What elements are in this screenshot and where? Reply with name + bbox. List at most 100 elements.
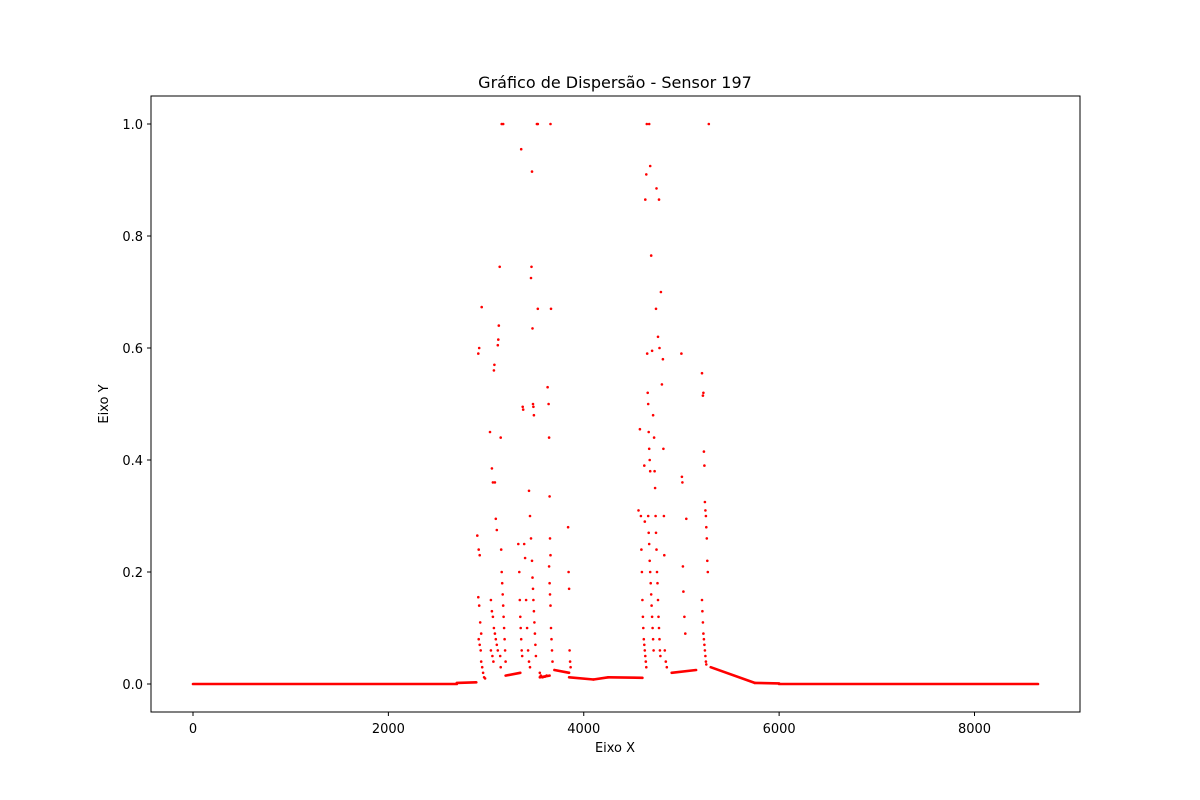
- data-point-87: [532, 598, 535, 602]
- plot-marks: [191, 122, 1040, 686]
- data-point-120: [568, 649, 571, 652]
- data-point-146: [647, 447, 651, 451]
- data-point-216: [701, 621, 705, 624]
- data-point-156: [650, 604, 653, 607]
- data-point-211: [705, 537, 709, 540]
- data-point-220: [703, 649, 707, 652]
- baseline-points-6: [592, 675, 610, 681]
- data-point-128: [641, 598, 644, 602]
- data-point-138: [643, 520, 647, 523]
- x-tick-label-1: 2000: [372, 722, 405, 737]
- data-point-35: [494, 517, 498, 521]
- data-point-196: [681, 481, 684, 484]
- data-point-49: [503, 637, 506, 641]
- data-point-141: [645, 122, 649, 126]
- data-point-137: [643, 464, 646, 467]
- data-point-83: [529, 537, 533, 540]
- data-point-168: [653, 486, 657, 490]
- data-point-129: [641, 615, 645, 619]
- data-point-107: [547, 565, 551, 568]
- data-point-67: [522, 542, 526, 546]
- data-point-45: [501, 593, 505, 596]
- data-point-197: [681, 565, 685, 568]
- data-point-76: [529, 276, 533, 280]
- data-point-63: [520, 654, 524, 658]
- data-point-193: [659, 290, 663, 294]
- data-point-58: [518, 598, 522, 602]
- data-point-51: [504, 660, 507, 663]
- data-point-177: [658, 637, 661, 641]
- data-point-183: [657, 198, 661, 201]
- data-point-223: [705, 663, 708, 666]
- data-point-134: [644, 654, 647, 658]
- y-tick-label-5: 1.0: [122, 118, 143, 133]
- data-point-66: [521, 408, 525, 411]
- data-point-186: [661, 357, 665, 361]
- data-point-130: [642, 626, 645, 630]
- data-point-79: [531, 327, 534, 330]
- data-point-22: [493, 363, 496, 367]
- data-point-30: [495, 643, 499, 647]
- data-point-20: [491, 481, 495, 484]
- data-point-133: [643, 649, 647, 652]
- data-point-96: [538, 671, 542, 675]
- x-axis: 0 2000 4000 6000 8000: [189, 712, 991, 737]
- data-point-154: [649, 581, 652, 585]
- baseline-points-8: [670, 668, 698, 675]
- data-point-125: [639, 514, 643, 518]
- data-point-174: [656, 598, 660, 602]
- data-point-84: [530, 559, 534, 563]
- data-point-106: [549, 553, 552, 557]
- baseline-points-7: [606, 675, 644, 680]
- data-point-37: [496, 343, 500, 347]
- data-point-190: [663, 649, 667, 652]
- data-point-215: [701, 609, 704, 613]
- data-point-40: [498, 265, 502, 269]
- data-point-149: [646, 514, 650, 518]
- data-point-50: [503, 649, 507, 652]
- data-point-178: [658, 649, 662, 652]
- data-point-213: [706, 570, 710, 574]
- baseline-points-5: [567, 675, 595, 681]
- data-point-2: [477, 346, 481, 350]
- data-point-136: [645, 665, 648, 669]
- data-point-74: [527, 489, 531, 493]
- data-point-204: [702, 391, 705, 395]
- data-point-105: [548, 537, 552, 540]
- data-point-187: [662, 447, 665, 451]
- data-point-12: [479, 660, 483, 663]
- data-point-202: [700, 371, 704, 375]
- data-point-64: [519, 147, 523, 151]
- baseline-points-4: [553, 668, 571, 675]
- data-point-219: [703, 643, 706, 647]
- data-point-207: [703, 500, 707, 504]
- data-point-140: [645, 173, 648, 176]
- data-point-189: [663, 553, 666, 557]
- data-point-165: [651, 413, 655, 417]
- data-point-69: [524, 598, 528, 602]
- data-point-118: [567, 570, 570, 574]
- data-point-110: [549, 604, 552, 607]
- data-point-62: [520, 649, 523, 652]
- data-point-18: [488, 430, 492, 434]
- data-point-135: [644, 660, 648, 663]
- baseline-points-10: [753, 681, 781, 685]
- data-point-48: [502, 626, 506, 630]
- data-point-23: [493, 481, 497, 484]
- x-tick-label-2: 4000: [567, 722, 600, 737]
- data-point-94: [536, 122, 540, 126]
- data-point-57: [518, 570, 521, 574]
- data-point-1: [477, 352, 480, 355]
- data-point-206: [703, 464, 706, 467]
- data-point-155: [649, 593, 653, 596]
- data-point-29: [494, 637, 498, 641]
- baseline-points-9: [709, 665, 757, 685]
- data-point-3: [477, 548, 481, 551]
- data-point-101: [546, 385, 549, 389]
- data-point-159: [651, 637, 655, 641]
- data-point-47: [502, 615, 505, 619]
- data-point-179: [659, 654, 662, 658]
- data-point-203: [701, 394, 705, 397]
- data-point-123: [637, 509, 640, 512]
- data-point-194: [680, 352, 683, 355]
